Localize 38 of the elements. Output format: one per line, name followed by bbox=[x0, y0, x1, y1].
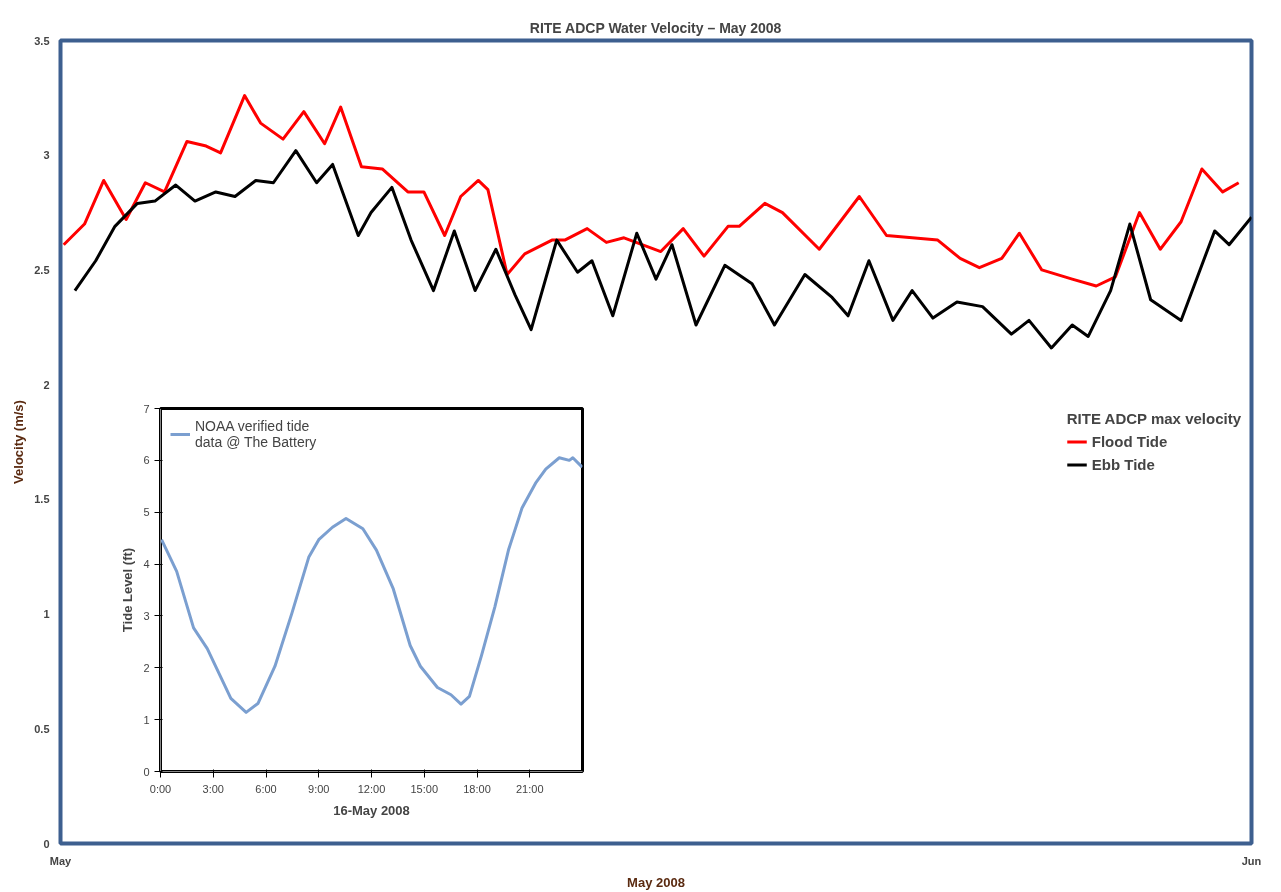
y-tick-label: 2.5 bbox=[34, 263, 50, 276]
chart-title: RITE ADCP Water Velocity – May 2008 bbox=[529, 19, 782, 36]
y-tick-label: 0 bbox=[43, 837, 50, 850]
x-tick-label: 15:00 bbox=[410, 782, 439, 795]
line-series bbox=[62, 94, 1241, 288]
y-tick-label: 5 bbox=[143, 506, 150, 519]
x-tick-label: 9:00 bbox=[308, 782, 330, 795]
line-series bbox=[73, 149, 1252, 350]
x-axis-title: May 2008 bbox=[627, 874, 685, 890]
y-axis-title: Velocity (m/s) bbox=[11, 400, 27, 484]
y-tick-label: 0.5 bbox=[34, 722, 50, 735]
x-axis-title: 16-May 2008 bbox=[333, 802, 410, 818]
legend-label: NOAA verified tide data @ The Battery bbox=[195, 418, 317, 450]
y-tick-label: 3.5 bbox=[34, 34, 50, 47]
y-tick-label: 1 bbox=[143, 713, 150, 726]
y-tick-label: 6 bbox=[143, 454, 150, 467]
x-tick-label: 6:00 bbox=[255, 782, 277, 795]
y-axis-title: Tide Level (ft) bbox=[120, 547, 136, 633]
y-tick-label: 7 bbox=[143, 402, 150, 415]
x-tick-label: 0:00 bbox=[149, 782, 172, 795]
y-tick-label: 2 bbox=[43, 378, 50, 391]
y-tick-label: 1.5 bbox=[34, 493, 50, 506]
y-tick-label: 3 bbox=[143, 609, 150, 622]
y-tick-label: 3 bbox=[43, 149, 50, 162]
legend-label: Flood Tide bbox=[1091, 432, 1168, 450]
x-tick-label: 18:00 bbox=[463, 782, 491, 795]
x-tick-label: Jun bbox=[1241, 854, 1262, 867]
legend-title: RITE ADCP max velocity bbox=[1066, 409, 1241, 426]
x-tick-label: 21:00 bbox=[515, 782, 544, 795]
line-series bbox=[160, 456, 583, 714]
y-tick-label: 0 bbox=[143, 765, 150, 778]
y-tick-label: 1 bbox=[43, 608, 50, 621]
x-tick-label: May bbox=[49, 854, 73, 867]
x-tick-label: 12:00 bbox=[357, 782, 386, 795]
x-tick-label: 3:00 bbox=[202, 782, 224, 795]
y-tick-label: 4 bbox=[143, 558, 150, 571]
legend-label: Ebb Tide bbox=[1091, 455, 1155, 473]
y-tick-label: 2 bbox=[143, 661, 150, 674]
